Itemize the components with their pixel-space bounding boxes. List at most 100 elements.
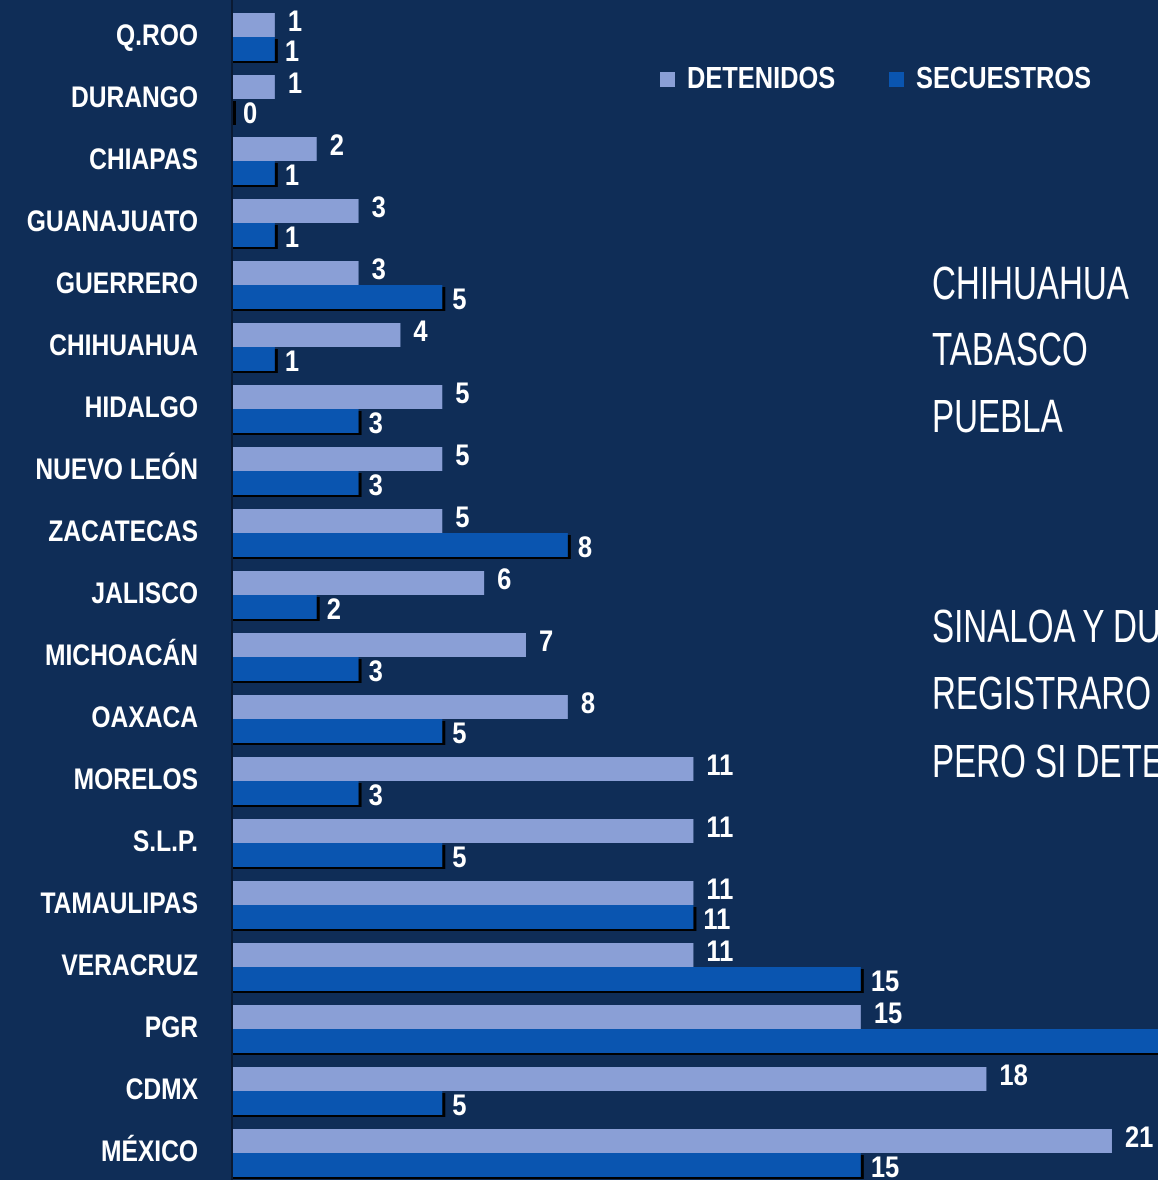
bar bbox=[233, 1129, 1112, 1153]
value-label: 11 bbox=[706, 872, 733, 905]
bar bbox=[233, 905, 694, 929]
bar bbox=[233, 1091, 443, 1115]
bar bbox=[233, 161, 275, 185]
value-label: 6 bbox=[497, 562, 511, 595]
value-label: 5 bbox=[452, 716, 466, 749]
bar bbox=[233, 1153, 861, 1177]
bar bbox=[233, 509, 443, 533]
annotation: CHIHUAHUA bbox=[932, 259, 1129, 309]
value-label: 7 bbox=[539, 624, 553, 657]
bar bbox=[233, 471, 359, 495]
bar bbox=[233, 409, 359, 433]
value-label: 18 bbox=[999, 1058, 1027, 1091]
value-label: 11 bbox=[706, 810, 733, 843]
value-label: 11 bbox=[706, 934, 733, 967]
y-tick-label: GUERRERO bbox=[56, 266, 198, 300]
value-label: 3 bbox=[369, 778, 383, 811]
value-label: 21 bbox=[1125, 1120, 1153, 1153]
value-label: 1 bbox=[285, 344, 299, 377]
y-tick-label: MÉXICO bbox=[101, 1134, 198, 1168]
bar bbox=[233, 781, 359, 805]
bar bbox=[233, 199, 359, 223]
y-tick-label: HIDALGO bbox=[85, 390, 198, 424]
value-label: 1 bbox=[285, 34, 299, 67]
value-label: 3 bbox=[372, 190, 386, 223]
legend-swatch bbox=[889, 72, 904, 87]
bar bbox=[233, 223, 275, 247]
bar bbox=[233, 881, 694, 905]
y-tick-label: PGR bbox=[145, 1010, 198, 1044]
value-label: 11 bbox=[703, 902, 730, 935]
value-label: 3 bbox=[369, 654, 383, 687]
bar bbox=[233, 1005, 861, 1029]
bar bbox=[233, 75, 275, 99]
value-label: 3 bbox=[372, 252, 386, 285]
value-label: 3 bbox=[369, 468, 383, 501]
bar bbox=[233, 757, 694, 781]
value-label: 8 bbox=[581, 686, 595, 719]
y-tick-label: MORELOS bbox=[74, 762, 198, 796]
bar bbox=[233, 843, 443, 867]
bar bbox=[233, 137, 317, 161]
y-tick-label: OAXACA bbox=[91, 700, 198, 734]
bar bbox=[233, 571, 485, 595]
value-label: 15 bbox=[871, 1150, 899, 1180]
value-label: 0 bbox=[243, 96, 257, 129]
bar bbox=[233, 447, 443, 471]
bar-shadow bbox=[233, 101, 236, 125]
y-tick-label: DURANGO bbox=[71, 80, 198, 114]
value-label: 5 bbox=[452, 1088, 466, 1121]
value-label: 3 bbox=[369, 406, 383, 439]
y-tick-label: MICHOACÁN bbox=[45, 638, 198, 672]
value-label: 15 bbox=[871, 964, 899, 997]
bar bbox=[233, 347, 275, 371]
annotation: TABASCO bbox=[932, 325, 1088, 375]
y-tick-label: JALISCO bbox=[91, 576, 198, 610]
value-label: 1 bbox=[288, 4, 302, 37]
value-label: 2 bbox=[327, 592, 341, 625]
bar bbox=[233, 695, 568, 719]
bar bbox=[233, 533, 568, 557]
bar bbox=[233, 967, 861, 991]
y-tick-label: VERACRUZ bbox=[61, 948, 198, 982]
bar bbox=[233, 285, 443, 309]
value-label: 2 bbox=[330, 128, 344, 161]
bar bbox=[233, 657, 359, 681]
bar bbox=[233, 13, 275, 37]
y-tick-label: CHIAPAS bbox=[89, 142, 198, 176]
annotation: REGISTRARO bbox=[932, 669, 1151, 719]
y-tick-label: GUANAJUATO bbox=[27, 204, 198, 238]
bar bbox=[233, 323, 401, 347]
legend-label: SECUESTROS bbox=[916, 61, 1091, 96]
value-label: 1 bbox=[288, 66, 302, 99]
bar bbox=[233, 719, 443, 743]
value-label: 5 bbox=[452, 840, 466, 873]
bar bbox=[233, 1029, 1158, 1053]
bar bbox=[233, 37, 275, 61]
legend-swatch bbox=[660, 72, 675, 87]
y-tick-label: NUEVO LEÓN bbox=[35, 452, 198, 486]
value-label: 5 bbox=[455, 438, 469, 471]
bar bbox=[233, 385, 443, 409]
bar bbox=[233, 819, 694, 843]
bar bbox=[233, 261, 359, 285]
legend-label: DETENIDOS bbox=[687, 61, 835, 96]
value-label: 11 bbox=[706, 748, 733, 781]
y-tick-label: Q.ROO bbox=[116, 18, 198, 52]
value-label: 1 bbox=[285, 220, 299, 253]
value-label: 4 bbox=[413, 314, 428, 347]
value-label: 5 bbox=[452, 282, 466, 315]
bar bbox=[233, 595, 317, 619]
bar bbox=[233, 943, 694, 967]
annotation: PUEBLA bbox=[932, 392, 1063, 442]
annotation: SINALOA Y DU bbox=[932, 602, 1158, 652]
value-label: 8 bbox=[578, 530, 592, 563]
y-tick-label: CHIHUAHUA bbox=[49, 328, 198, 362]
value-label: 15 bbox=[874, 996, 902, 1029]
y-tick-label: CDMX bbox=[126, 1072, 199, 1106]
value-label: 1 bbox=[285, 158, 299, 191]
y-tick-label: S.L.P. bbox=[133, 824, 198, 858]
y-tick-label: TAMAULIPAS bbox=[40, 886, 198, 920]
value-label: 5 bbox=[455, 376, 469, 409]
